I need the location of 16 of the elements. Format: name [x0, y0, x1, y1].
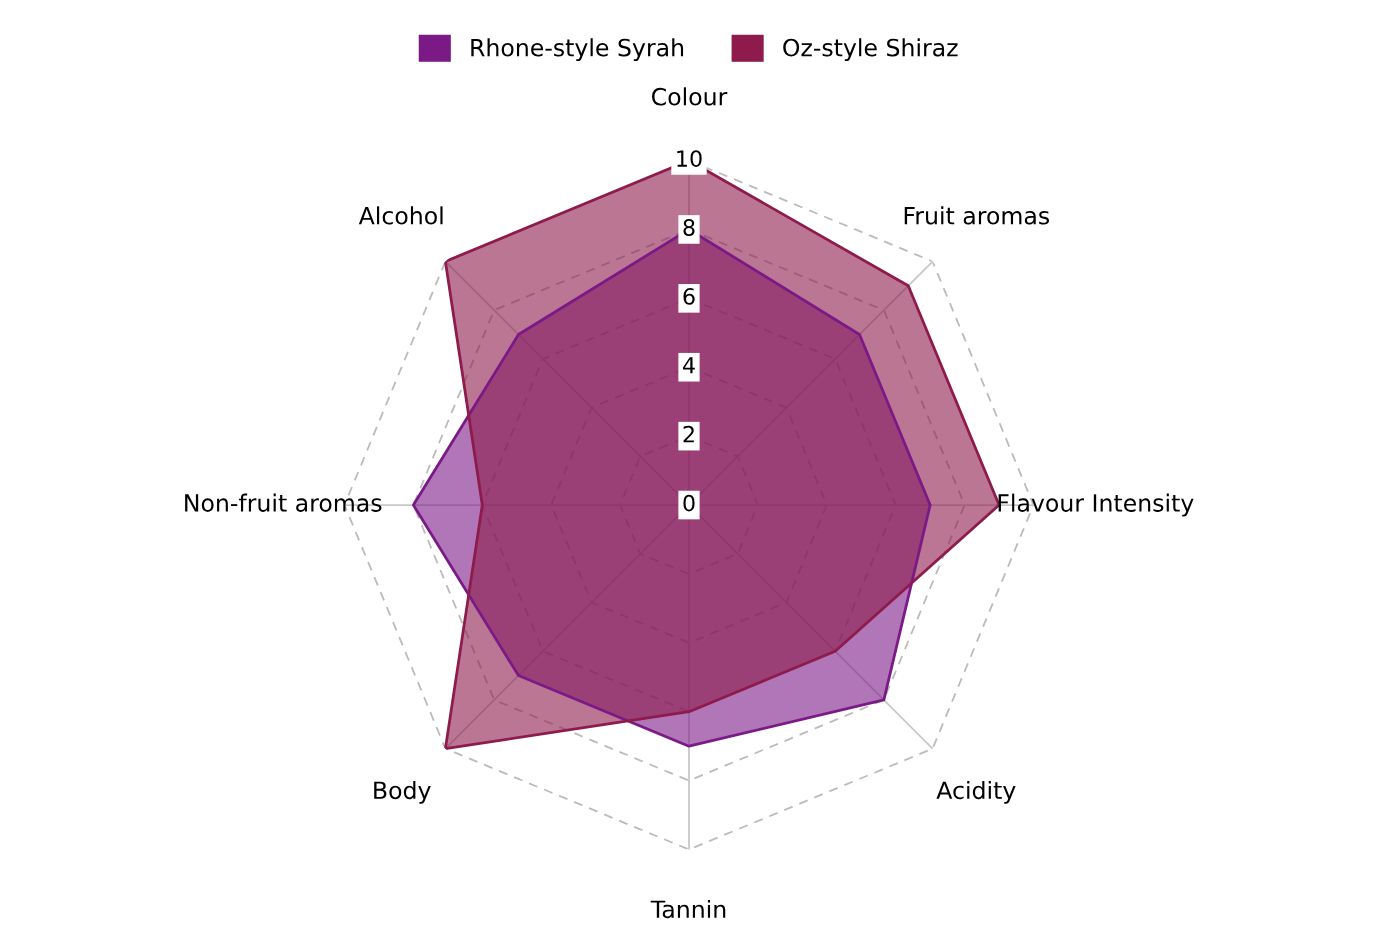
- spoke-label: Tannin: [650, 899, 726, 919]
- legend-label: Rhone-style Syrah: [471, 38, 684, 62]
- legend-label: Oz-style Shiraz: [783, 38, 958, 62]
- spoke-label: Flavour Intensity: [998, 493, 1194, 517]
- spoke-label: Colour: [652, 87, 728, 106]
- y-tick-label: 8: [683, 219, 695, 236]
- y-tick-label: 10: [677, 150, 702, 167]
- spoke-label: Non-fruit aromas: [185, 493, 382, 512]
- y-tick-label: 6: [683, 287, 695, 305]
- spoke-label: Acidity: [936, 780, 1016, 804]
- spoke-label: Body: [374, 780, 431, 804]
- spoke-label: Fruit aromas: [904, 206, 1050, 225]
- spoke-label: Alcohol: [358, 206, 443, 225]
- y-tick-label: 0: [683, 494, 695, 512]
- y-tick-label: 2: [683, 425, 694, 443]
- y-tick-label: 4: [683, 357, 695, 374]
